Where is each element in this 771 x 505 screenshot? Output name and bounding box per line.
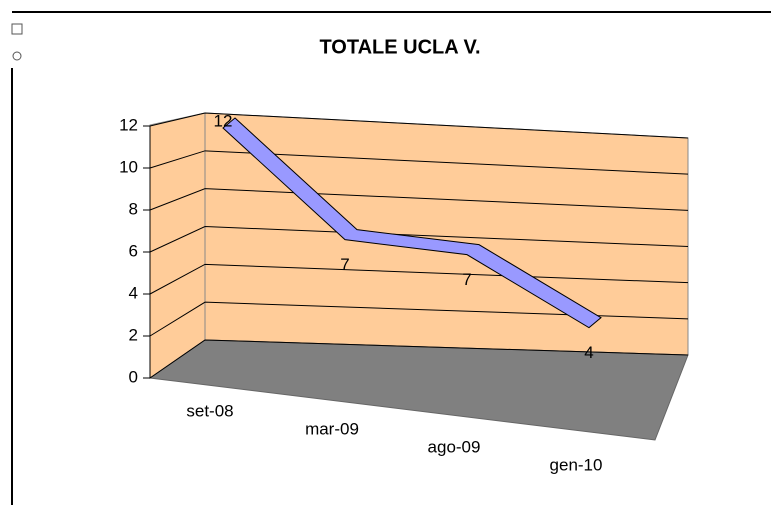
side-wall [149, 112, 206, 379]
y-tick-label: 6 [129, 241, 138, 260]
y-tick-label: 8 [129, 199, 138, 218]
grid-line [149, 150, 689, 175]
x-tick-label: mar-09 [305, 419, 359, 438]
grid-line [149, 188, 689, 211]
x-tick-label: ago-09 [428, 437, 481, 456]
x-tick-label: set-08 [186, 401, 233, 420]
grid-line [149, 225, 689, 253]
grid-line [149, 301, 689, 337]
y-tick-label: 4 [129, 283, 138, 302]
y-tick-label: 2 [129, 325, 138, 344]
line-ribbon [222, 117, 602, 329]
grid-line [149, 339, 689, 379]
y-tick-label: 10 [119, 157, 138, 176]
x-tick-label: gen-10 [550, 455, 603, 474]
y-tick-label: 0 [129, 367, 138, 386]
y-tick-label: 12 [119, 115, 138, 134]
chart-title: TOTALE UCLA V. [319, 36, 480, 58]
toolbar-icon[interactable] [11, 23, 23, 35]
data-label: 12 [214, 111, 233, 130]
grid-line [149, 112, 689, 139]
toolbar-icon[interactable] [12, 51, 22, 61]
data-label: 4 [584, 343, 593, 362]
data-label: 7 [462, 270, 471, 289]
floor [148, 339, 689, 441]
back-wall [204, 112, 689, 356]
data-label: 7 [340, 255, 349, 274]
